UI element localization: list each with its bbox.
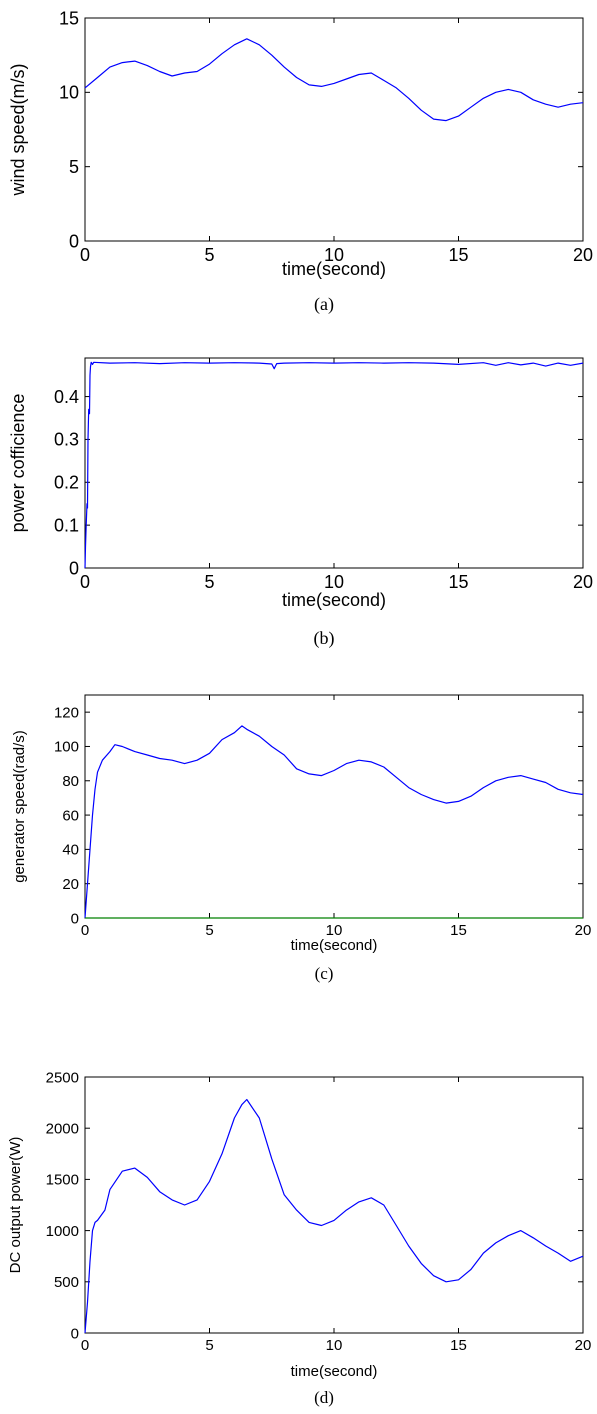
x-tick-label: 10 <box>324 572 344 592</box>
y-tick-label: 20 <box>62 876 79 893</box>
x-tick-label: 15 <box>450 922 467 939</box>
y-tick-label: 120 <box>54 704 79 721</box>
x-tick-label: 10 <box>324 245 344 265</box>
panel-b-power-coefficient: 0 5 10 15 20 0 0.1 0.2 0.3 0.4 time(second) power c… <box>8 357 593 649</box>
y-tick-label: 80 <box>62 773 79 790</box>
y-tick-label: 0.2 <box>54 473 79 493</box>
x-axis-label: time(second) <box>282 259 386 279</box>
y-tick-label: 0.1 <box>54 515 79 535</box>
x-tick-label: 0 <box>80 572 90 592</box>
y-tick-label: 5 <box>69 157 79 177</box>
x-tick-label: 15 <box>450 1337 467 1354</box>
y-tick-label: 1000 <box>46 1223 79 1240</box>
x-tick-label: 20 <box>575 922 592 939</box>
x-tick-label: 5 <box>205 1337 213 1354</box>
y-tick-label: 0.3 <box>54 430 79 450</box>
y-axis-label: DC output power(W) <box>7 1137 24 1274</box>
x-tick-label: 10 <box>326 1337 343 1354</box>
y-tick-label: 500 <box>54 1274 79 1291</box>
y-tick-label: 60 <box>62 807 79 824</box>
x-tick-label: 0 <box>81 922 89 939</box>
y-tick-label: 40 <box>62 842 79 859</box>
panel-caption: (a) <box>314 294 334 315</box>
x-axis-label: time(second) <box>291 937 378 954</box>
y-axis-label: power cofficience <box>8 394 28 533</box>
x-tick-label: 15 <box>448 245 468 265</box>
panel-caption: (b) <box>314 628 335 649</box>
x-tick-label: 20 <box>573 245 593 265</box>
x-tick-label: 5 <box>205 922 213 939</box>
panel-caption: (c) <box>315 964 334 983</box>
y-tick-label: 100 <box>54 739 79 756</box>
x-tick-label: 0 <box>80 245 90 265</box>
x-tick-label: 15 <box>448 572 468 592</box>
y-tick-label: 0 <box>71 910 79 927</box>
x-tick-label: 5 <box>204 245 214 265</box>
x-tick-label: 10 <box>326 922 343 939</box>
panel-d-dc-output-power: 0 5 10 15 20 0 500 1000 1500 2000 2500 time(second)… <box>7 1069 591 1407</box>
y-tick-label: 10 <box>59 83 79 103</box>
panel-caption: (d) <box>314 1388 334 1407</box>
panel-a-wind-speed: 0 5 10 15 20 0 5 10 15 time(second) wind speed(m/s… <box>8 8 593 315</box>
y-tick-label: 0.4 <box>54 387 79 407</box>
x-tick-label: 5 <box>204 572 214 592</box>
plot-area <box>84 694 584 919</box>
x-axis-label: time(second) <box>282 590 386 610</box>
series-line-0 <box>84 1098 584 1334</box>
y-tick-label: 2000 <box>46 1120 79 1137</box>
x-tick-label: 0 <box>81 1337 89 1354</box>
y-tick-label: 0 <box>69 558 79 578</box>
x-axis-label: time(second) <box>291 1363 378 1380</box>
x-tick-label: 20 <box>575 1337 592 1354</box>
y-axis-label: wind speed(m/s) <box>8 63 28 196</box>
series-line-0 <box>84 361 584 569</box>
y-tick-label: 0 <box>69 231 79 251</box>
y-tick-label: 0 <box>71 1325 79 1342</box>
plot-area <box>84 17 584 242</box>
y-tick-label: 1500 <box>46 1172 79 1189</box>
series-line-0 <box>84 725 584 919</box>
series-line-0 <box>84 38 584 122</box>
plot-area <box>84 1076 584 1334</box>
y-tick-label: 2500 <box>46 1069 79 1086</box>
x-tick-label: 20 <box>573 572 593 592</box>
panel-c-generator-speed: 0 5 10 15 20 0 20 40 60 80 100 120 time(second) gener… <box>11 694 592 983</box>
y-axis-label: generator speed(rad/s) <box>11 730 28 883</box>
plot-area <box>84 357 584 569</box>
y-tick-label: 15 <box>59 8 79 28</box>
